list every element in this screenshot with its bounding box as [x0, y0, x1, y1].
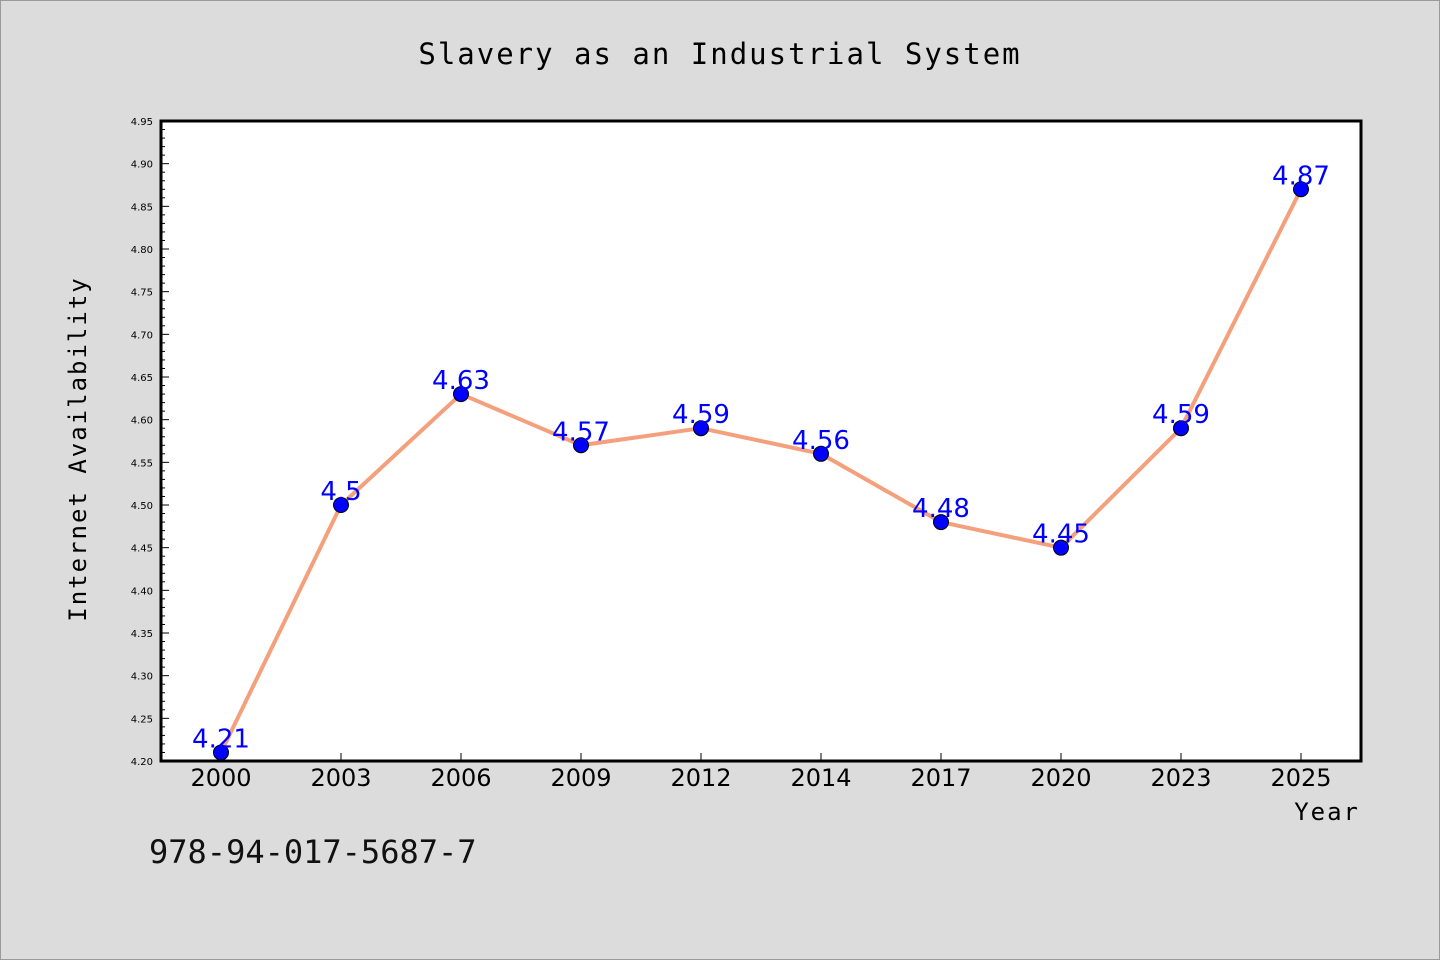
y-tick-label: 4.45: [131, 544, 153, 555]
y-tick-label: 4.60: [131, 416, 153, 427]
x-tick-label: 2003: [310, 764, 371, 792]
x-tick-label: 2023: [1150, 764, 1211, 792]
data-label: 4.5: [320, 477, 361, 507]
x-tick-label: 2006: [430, 764, 491, 792]
x-tick-label: 2025: [1270, 764, 1331, 792]
y-tick-label: 4.55: [131, 458, 153, 469]
y-axis-label: Internet Availability: [64, 276, 92, 621]
data-point: [813, 445, 829, 462]
x-tick-label: 2012: [670, 764, 731, 792]
plot-frame: [159, 119, 1363, 763]
x-axis-ticks: 2000 2003 2006 2009 2012 2014 2017 2020 2023 2025: [190, 753, 1332, 792]
data-label: 4.45: [1032, 520, 1090, 550]
data-point: [573, 437, 589, 454]
chart-title: Slavery as an Industrial System: [418, 37, 1021, 71]
y-tick-label: 4.30: [131, 672, 153, 683]
y-tick-label: 4.50: [131, 501, 153, 512]
y-tick-label: 4.40: [131, 586, 153, 597]
y-tick-label: 4.95: [131, 117, 153, 128]
y-tick-label: 4.85: [131, 202, 153, 213]
data-label: 4.56: [792, 426, 850, 456]
isbn-footer: 978-94-017-5687-7: [149, 833, 477, 871]
data-point: [453, 386, 469, 403]
y-tick-label: 4.35: [131, 629, 153, 640]
data-label: 4.87: [1272, 161, 1330, 191]
data-point: [1173, 420, 1189, 437]
x-tick-label: 2000: [190, 764, 251, 792]
y-tick-label: 4.90: [131, 160, 153, 171]
x-tick-label: 2020: [1030, 764, 1091, 792]
data-label: 4.21: [192, 724, 250, 754]
x-tick-label: 2009: [550, 764, 611, 792]
data-label: 4.63: [432, 366, 490, 396]
data-markers: [213, 181, 1309, 761]
y-axis-ticks: 4.20 4.25 4.30 4.35 4.40 4.45 4.50 4.55 4.60 4.65…: [131, 117, 169, 768]
data-point: [1053, 539, 1069, 556]
y-tick-label: 4.65: [131, 373, 153, 384]
y-tick-label: 4.70: [131, 330, 153, 341]
data-point: [933, 514, 949, 531]
y-tick-label: 4.20: [131, 757, 153, 768]
data-labels: 4.21 4.5 4.63 4.57 4.59 4.56 4.48 4.45 4.59 4.87: [192, 161, 1330, 754]
data-point: [1293, 181, 1309, 198]
series-line: [219, 187, 1303, 755]
data-label: 4.48: [912, 494, 970, 524]
y-tick-label: 4.80: [131, 245, 153, 256]
x-axis-label: Year: [1294, 798, 1360, 826]
y-tick-label: 4.75: [131, 288, 153, 299]
y-tick-label: 4.25: [131, 714, 153, 725]
data-point: [333, 497, 349, 513]
data-label: 4.59: [672, 400, 730, 430]
data-label: 4.59: [1152, 400, 1210, 430]
x-tick-label: 2014: [790, 764, 851, 792]
data-label: 4.57: [552, 417, 610, 447]
x-tick-label: 2017: [910, 764, 971, 792]
data-point: [693, 420, 709, 437]
